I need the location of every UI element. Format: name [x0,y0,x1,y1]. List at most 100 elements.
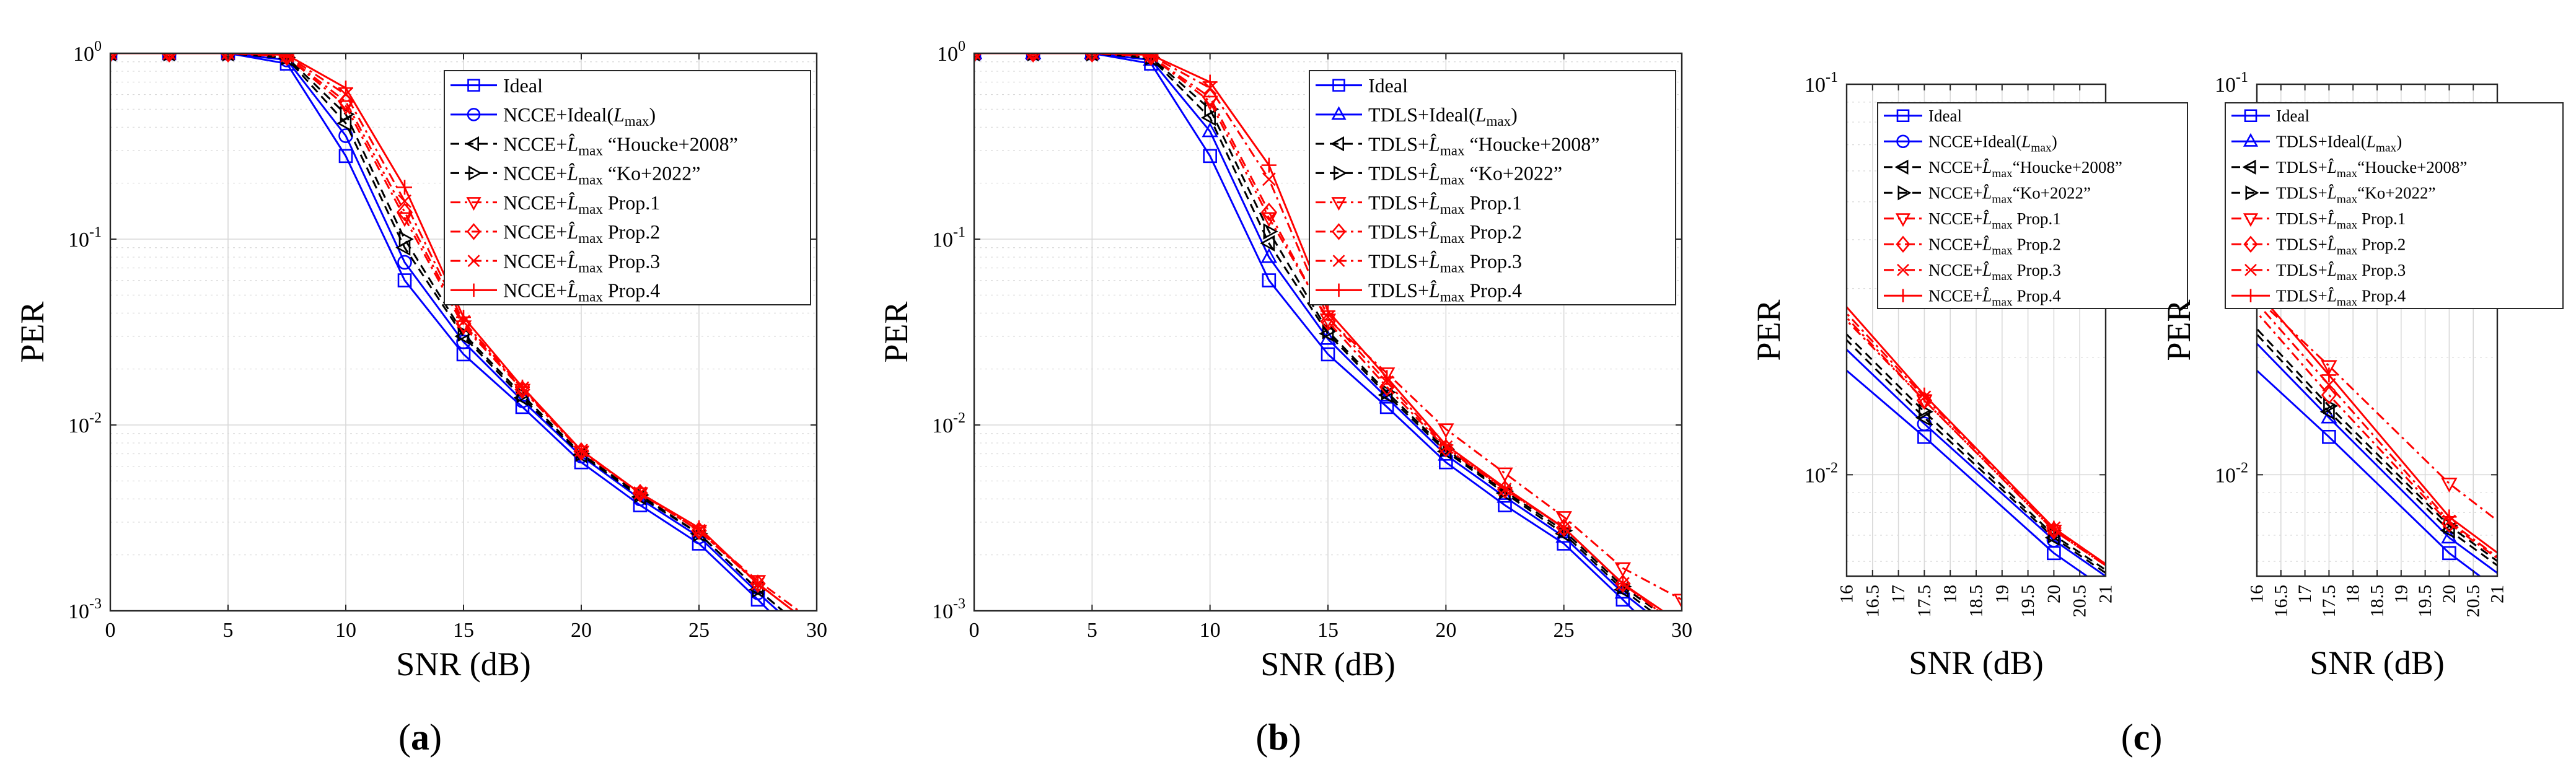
y-tick-label: 10-1 [1805,69,1838,97]
legend-suffix: “Houcke+2008” [603,133,738,155]
x-tick-label: 17 [1888,585,1909,603]
legend-L: L̂ [566,191,578,214]
legend-marker [1896,134,1910,149]
data-point [1261,203,1277,222]
legend-suffix: ) [2052,133,2057,151]
legend-marker [2242,159,2256,175]
legend-main: NCCE+Ideal( [503,103,613,126]
y-tick-exponent: 0 [958,38,965,55]
legend-marker [467,108,481,121]
data-point [1438,423,1454,439]
series-line [1847,369,2089,576]
y-tick-label: 10-2 [2215,460,2248,487]
legend-main: TDLS+ [2276,235,2328,254]
y-axis-label: PER [14,301,51,362]
x-tick-label: 17.5 [1914,585,1935,618]
legend-L: L̂ [1982,158,1992,177]
data-point [279,53,294,63]
data-point [1084,53,1101,63]
data-point [573,442,589,461]
legend-sub: max [2337,245,2358,258]
legend-label: NCCE+L̂max “Houcke+2008” [503,133,738,158]
legend-L: L̂ [1428,221,1440,243]
y-tick-base: 10 [68,414,89,437]
legend-label: Ideal [2276,107,2310,125]
tick-marks [2256,84,2498,576]
legend-sub: max [1440,289,1465,305]
data-point [1615,576,1630,592]
legend-sub: max [1992,270,2013,283]
legend-L: L̂ [2327,158,2337,177]
legend-marker [465,136,479,152]
legend-label: TDLS+L̂max Prop.3 [2276,261,2406,283]
panel-paren: ( [2121,717,2134,758]
legend-marker [1896,289,1910,303]
legend-marker [1896,109,1910,123]
panel-paren: ( [398,717,411,758]
legend-suffix: Prop.2 [2357,235,2406,254]
legend-main: TDLS+ [1368,221,1429,243]
x-tick-label: 18.5 [2367,585,2388,618]
legend-label: TDLS+Ideal(Lmax) [1368,103,1518,129]
data-point [515,400,530,414]
legend-sub: max [1992,219,2013,232]
legend-marker [2244,109,2257,123]
legend-sub: max [578,172,603,188]
legend-sub: max [625,113,649,129]
panel-label: (a) [398,717,442,758]
legend-L: L̂ [1982,184,1992,203]
panel-letter: b [1268,717,1288,758]
y-tick-base: 10 [68,600,89,623]
legend-marker [468,165,482,181]
data-point [1379,377,1395,396]
panel-label: (c) [2121,717,2163,758]
y-tick-label: 10-2 [68,410,102,437]
x-tick-label: 20.5 [2463,585,2484,618]
x-axis-label: SNR (dB) [1260,646,1396,683]
legend-main: Ideal [2276,107,2310,125]
data-point [1919,403,1934,420]
x-tick-label: 30 [1671,619,1692,642]
legend-L: L̂ [2327,209,2337,228]
legend-label: TDLS+L̂max“Houcke+2008” [2276,158,2467,180]
legend-box [2225,102,2564,309]
data-point [161,53,177,63]
legend-marker [467,255,480,268]
x-tick-label: 16.5 [2270,585,2291,618]
legend-suffix: “Houcke+2008” [2357,158,2467,177]
series-group [110,53,801,611]
legend-L: L̂ [1428,250,1440,272]
legend-suffix: “Ko+2022” [1465,162,1563,185]
data-point [1379,370,1395,385]
legend-sub: max [1440,230,1465,246]
series-line [2257,333,2497,567]
x-tick-label: 16.5 [1862,585,1883,618]
data-point [974,53,981,60]
legend-marker [467,79,480,92]
data-point [974,53,983,59]
data-point [222,53,234,63]
y-tick-base: 10 [73,43,94,66]
legend-sub: max [1440,259,1465,275]
data-point [1083,53,1098,62]
legend-marker [467,283,481,297]
tick-marks [1846,84,2106,576]
x-tick-label: 19.5 [2415,585,2435,618]
legend-sub: max [2337,193,2358,206]
legend-sub: max [578,201,603,217]
legend-sub: max [1992,296,2013,309]
x-tick-label: 20 [2439,585,2460,603]
panel-letter: a [411,717,429,758]
series-line [1847,305,2106,566]
x-tick-label: 21 [2487,585,2508,603]
legend: IdealNCCE+Ideal(Lmax)NCCE+L̂max“Houcke+2… [1877,102,2188,309]
legend-main: TDLS+Ideal( [1368,103,1475,126]
legend-label: NCCE+L̂max Prop.2 [503,221,660,246]
legend-label: TDLS+L̂max Prop.4 [2276,287,2406,309]
x-axis-label: SNR (dB) [1909,644,2044,681]
legend-marker [1334,165,1347,181]
x-tick-label: 17.5 [2319,585,2339,618]
y-tick-label: 10-1 [932,224,965,252]
legend-main: NCCE+ [1928,158,1982,177]
